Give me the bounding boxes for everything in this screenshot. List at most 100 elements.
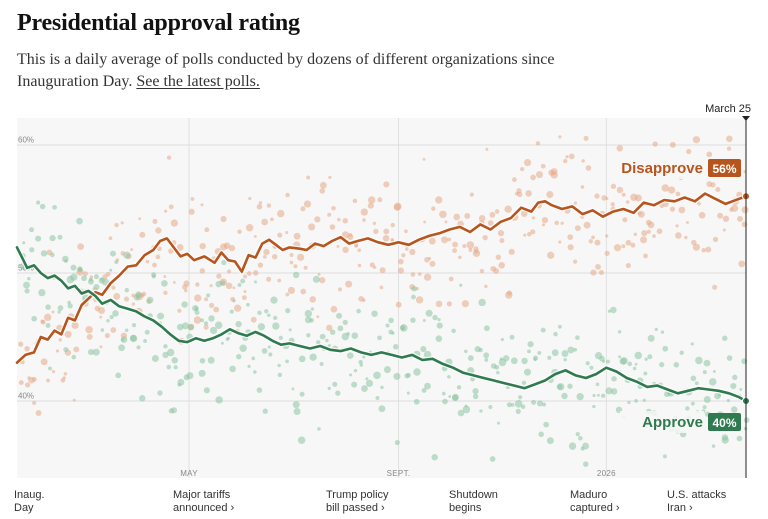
poll-dot <box>177 378 185 386</box>
poll-dot <box>289 253 294 258</box>
poll-dot <box>270 296 278 304</box>
poll-dot <box>625 239 632 246</box>
latest-polls-link[interactable]: See the latest polls. <box>136 73 260 90</box>
poll-dot <box>644 357 648 361</box>
poll-dot <box>409 248 416 256</box>
poll-dot <box>456 385 462 390</box>
poll-dot <box>243 274 248 279</box>
poll-dot <box>583 221 591 229</box>
poll-dot <box>591 235 595 240</box>
poll-dot <box>602 359 606 363</box>
poll-dot <box>503 355 510 362</box>
poll-dot <box>472 388 479 395</box>
poll-dot <box>83 271 88 277</box>
poll-dot <box>506 402 512 408</box>
poll-dot <box>627 400 631 405</box>
poll-dot <box>188 208 195 215</box>
poll-dot <box>293 408 301 416</box>
poll-dot <box>576 392 584 401</box>
poll-dot <box>48 366 53 371</box>
poll-dot <box>258 201 263 205</box>
poll-dot <box>77 243 85 251</box>
poll-dot <box>206 293 211 298</box>
poll-dot <box>199 357 206 364</box>
poll-dot <box>209 326 218 335</box>
poll-dot <box>685 406 690 411</box>
poll-dot <box>232 299 236 303</box>
poll-dot <box>152 262 157 268</box>
poll-dot <box>216 273 222 279</box>
poll-dot <box>483 325 490 332</box>
poll-dot <box>452 248 458 254</box>
poll-dot <box>312 275 320 283</box>
poll-dot <box>51 369 56 374</box>
poll-dot <box>183 280 190 287</box>
poll-dot <box>561 392 568 400</box>
poll-dot <box>726 355 733 361</box>
poll-dot <box>679 350 684 355</box>
poll-dot <box>253 280 257 284</box>
poll-dot <box>605 387 613 395</box>
poll-dot <box>209 284 213 288</box>
poll-dot <box>220 341 224 345</box>
poll-dot <box>484 284 488 289</box>
poll-dot <box>319 362 324 367</box>
poll-dot <box>390 238 394 242</box>
poll-dot <box>51 310 55 314</box>
poll-dot <box>523 233 527 237</box>
poll-dot <box>647 354 653 360</box>
poll-dot <box>575 432 580 437</box>
poll-dot <box>598 269 604 275</box>
poll-dot <box>22 241 26 245</box>
poll-dot <box>70 273 78 281</box>
poll-dot <box>112 310 119 317</box>
poll-dot <box>448 395 452 398</box>
event-label[interactable]: Major tariffs announced › <box>173 489 235 514</box>
poll-dot <box>337 217 341 222</box>
event-label[interactable]: U.S. attacks Iran › <box>667 489 727 514</box>
poll-dot <box>57 234 63 240</box>
poll-dot <box>692 243 700 251</box>
poll-dot <box>510 357 518 365</box>
poll-dot <box>39 203 46 210</box>
poll-dot <box>675 224 679 228</box>
event-label[interactable]: Trump policy bill passed › <box>326 489 389 514</box>
poll-dot <box>45 322 51 329</box>
poll-dot <box>71 321 79 330</box>
poll-dot <box>435 196 443 204</box>
poll-dot <box>537 350 542 355</box>
poll-dot <box>383 228 390 235</box>
poll-dot <box>712 284 718 290</box>
poll-dot <box>285 359 289 364</box>
poll-dot <box>493 268 500 274</box>
poll-dot <box>557 324 562 329</box>
poll-dot <box>325 338 329 343</box>
poll-dot <box>538 431 544 438</box>
poll-dot <box>580 185 585 189</box>
poll-dot <box>161 280 168 287</box>
poll-dot <box>139 231 146 238</box>
poll-dot <box>581 159 585 163</box>
poll-dot <box>45 304 51 310</box>
poll-dot <box>702 370 707 375</box>
approve-badge-value: 40% <box>712 416 736 430</box>
poll-dot <box>166 364 172 370</box>
poll-dot <box>308 223 316 231</box>
poll-dot <box>524 368 531 376</box>
poll-dot <box>186 372 194 380</box>
poll-dot <box>530 174 536 181</box>
poll-dot <box>546 191 554 199</box>
poll-dot <box>590 269 597 276</box>
poll-dot <box>195 282 200 287</box>
poll-dot <box>285 230 289 235</box>
poll-dot <box>173 365 178 370</box>
poll-dot <box>540 327 546 333</box>
event-label[interactable]: Maduro captured › <box>570 489 620 514</box>
poll-dot <box>690 342 694 346</box>
poll-dot <box>29 227 35 233</box>
poll-dot <box>64 330 72 338</box>
poll-dot <box>28 376 35 384</box>
x-tick-label: MAY <box>180 469 198 478</box>
poll-dot <box>551 349 559 357</box>
poll-dot <box>738 260 746 268</box>
